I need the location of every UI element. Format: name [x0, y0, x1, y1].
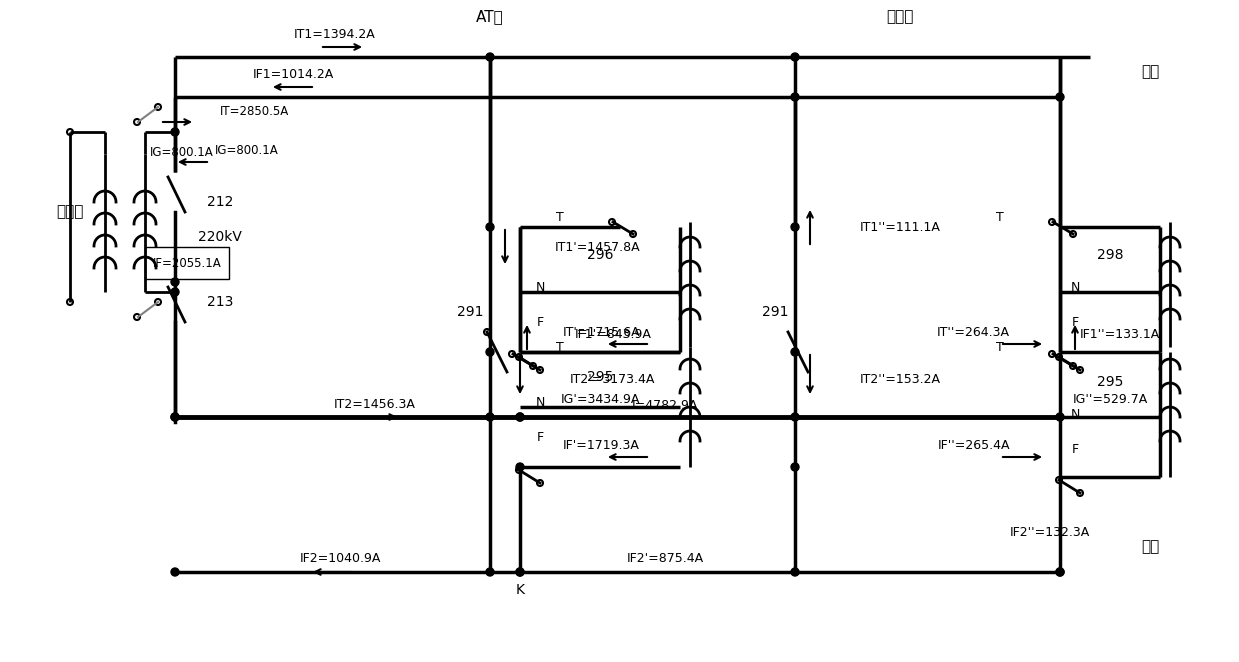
Circle shape	[1056, 93, 1064, 101]
Text: AT所: AT所	[476, 9, 504, 24]
Text: T: T	[996, 340, 1004, 354]
Circle shape	[790, 568, 799, 576]
Circle shape	[515, 568, 524, 576]
Circle shape	[515, 413, 524, 421]
Text: IF1''=133.1A: IF1''=133.1A	[1080, 328, 1160, 340]
Text: 213: 213	[207, 295, 233, 309]
Text: 298: 298	[1097, 248, 1124, 262]
Text: F: F	[536, 316, 544, 328]
Text: 变电所: 变电所	[56, 205, 84, 220]
Circle shape	[171, 288, 178, 296]
Circle shape	[515, 463, 524, 471]
Circle shape	[171, 568, 178, 576]
Circle shape	[790, 463, 799, 471]
Circle shape	[515, 413, 524, 421]
Text: IG''=529.7A: IG''=529.7A	[1073, 393, 1147, 406]
Circle shape	[790, 223, 799, 231]
Text: IF=2055.1A: IF=2055.1A	[152, 256, 222, 269]
Text: IT2'=3173.4A: IT2'=3173.4A	[570, 373, 655, 385]
Text: K: K	[515, 583, 524, 597]
Text: I=4782.9A: I=4782.9A	[632, 399, 699, 412]
Text: T: T	[556, 340, 564, 354]
Text: N: N	[1070, 408, 1079, 420]
Text: T: T	[556, 211, 564, 224]
Text: 212: 212	[207, 195, 233, 209]
Circle shape	[790, 348, 799, 356]
Text: IF1'=843.9A: IF1'=843.9A	[575, 328, 652, 340]
Text: 291: 291	[762, 305, 788, 319]
Text: F: F	[536, 430, 544, 444]
FancyBboxPatch shape	[145, 247, 229, 279]
Text: IT'=1715.6A: IT'=1715.6A	[563, 326, 641, 338]
Text: IF'=1719.3A: IF'=1719.3A	[563, 438, 641, 451]
Text: 分区所: 分区所	[886, 9, 913, 24]
Text: 296: 296	[587, 248, 613, 262]
Text: 下行: 下行	[1141, 540, 1160, 555]
Circle shape	[171, 413, 178, 421]
Circle shape	[486, 568, 494, 576]
Circle shape	[790, 53, 799, 61]
Text: IF''=265.4A: IF''=265.4A	[938, 438, 1010, 451]
Text: IT2''=153.2A: IT2''=153.2A	[860, 373, 940, 385]
Text: F: F	[1072, 316, 1079, 328]
Text: IT=2850.5A: IT=2850.5A	[221, 105, 289, 117]
Text: IT2=1456.3A: IT2=1456.3A	[335, 397, 416, 410]
Circle shape	[171, 413, 178, 421]
Text: T: T	[996, 211, 1004, 224]
Circle shape	[1056, 568, 1064, 576]
Text: IF1=1014.2A: IF1=1014.2A	[253, 68, 333, 81]
Text: IF2''=132.3A: IF2''=132.3A	[1010, 526, 1090, 538]
Text: IF2'=875.4A: IF2'=875.4A	[627, 553, 704, 565]
Circle shape	[1056, 413, 1064, 421]
Text: 291: 291	[457, 305, 483, 319]
Text: IT1''=111.1A: IT1''=111.1A	[860, 220, 940, 234]
Text: N: N	[535, 395, 545, 408]
Text: IT1=1394.2A: IT1=1394.2A	[294, 28, 375, 40]
Text: 295: 295	[1097, 375, 1124, 389]
Circle shape	[790, 413, 799, 421]
Text: N: N	[1070, 281, 1079, 293]
Circle shape	[486, 223, 494, 231]
Text: IT''=264.3A: IT''=264.3A	[937, 326, 1010, 338]
Text: F: F	[1072, 442, 1079, 455]
Circle shape	[515, 568, 524, 576]
Circle shape	[171, 128, 178, 136]
Circle shape	[1056, 568, 1064, 576]
Text: IG=800.1A: IG=800.1A	[216, 144, 279, 156]
Text: IT1'=1457.8A: IT1'=1457.8A	[555, 240, 641, 254]
Text: IG'=3434.9A: IG'=3434.9A	[560, 393, 639, 406]
Circle shape	[486, 413, 494, 421]
Circle shape	[171, 278, 178, 286]
Text: 220kV: 220kV	[198, 230, 242, 244]
Text: N: N	[535, 281, 545, 293]
Circle shape	[486, 53, 494, 61]
Circle shape	[790, 93, 799, 101]
Text: 295: 295	[587, 370, 613, 384]
Text: 上行: 上行	[1141, 64, 1160, 79]
Text: IG=800.1A: IG=800.1A	[150, 146, 214, 158]
Text: IF2=1040.9A: IF2=1040.9A	[300, 553, 380, 565]
Circle shape	[486, 348, 494, 356]
